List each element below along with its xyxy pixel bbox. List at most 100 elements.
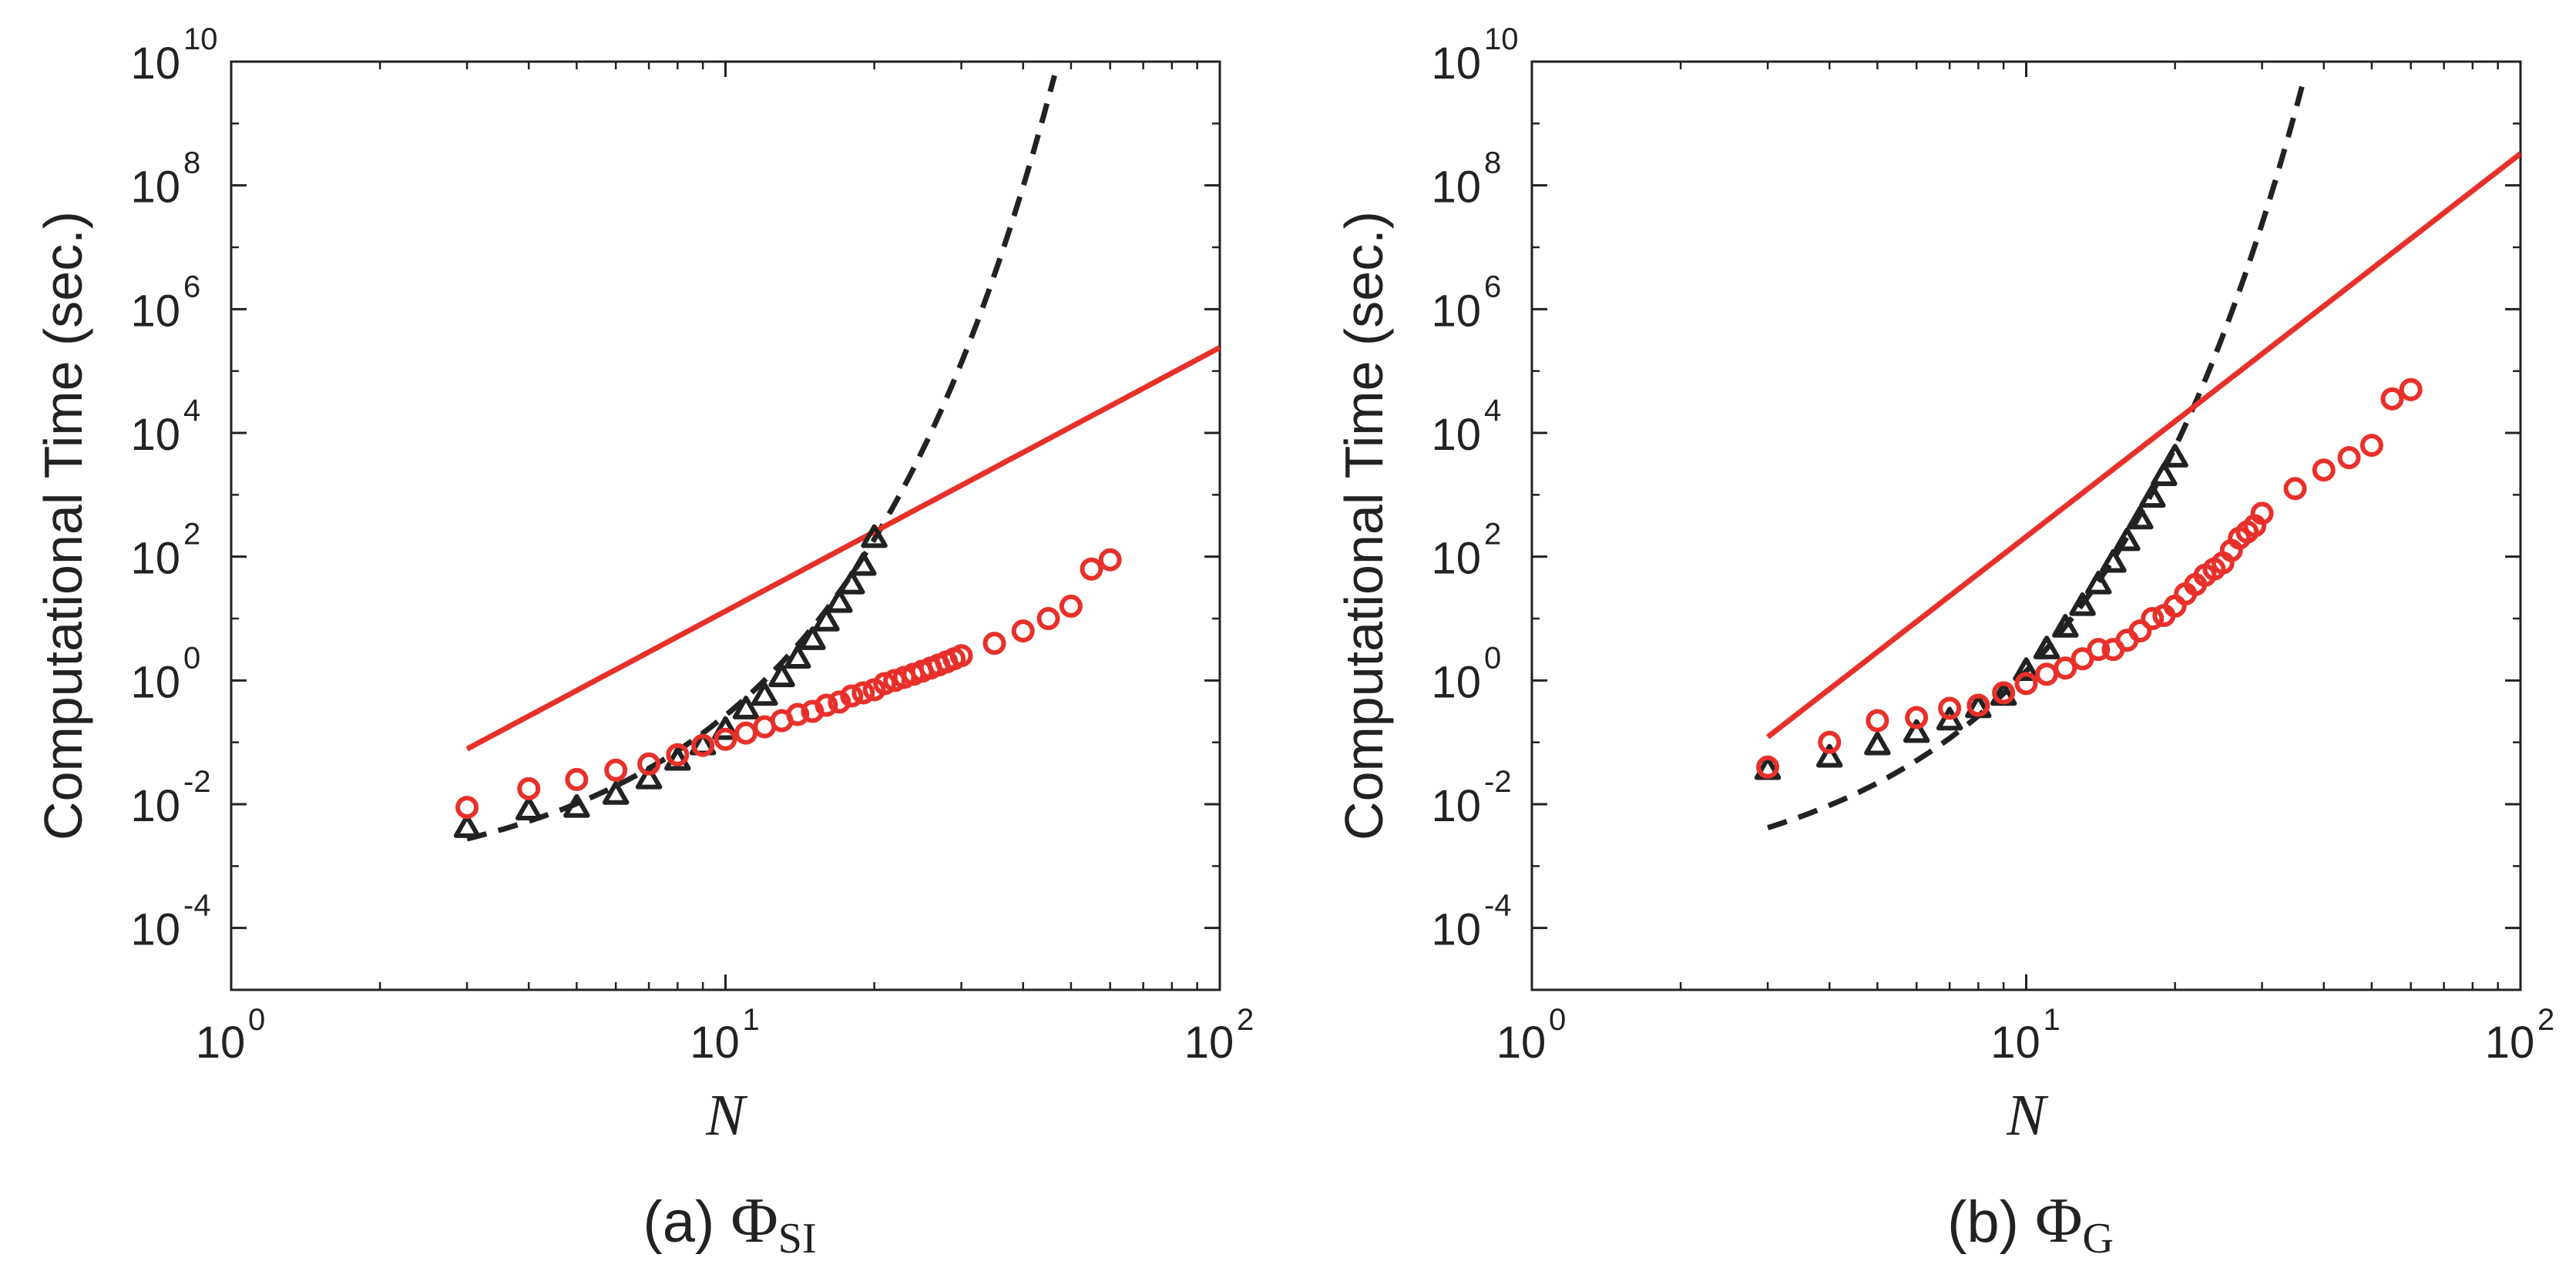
triangles-series (1754, 444, 2188, 780)
triangle-point (2033, 636, 2060, 659)
triangle-point (2013, 657, 2040, 682)
circle-point (517, 776, 541, 800)
circle-point (691, 733, 715, 757)
y-minor-ticks (1532, 60, 2521, 991)
triangle-point (1936, 706, 1963, 731)
y-tick-label: 10 (130, 286, 180, 336)
circle-point (565, 767, 589, 791)
x-tick-exponent: 0 (1549, 1003, 1566, 1037)
triangle-point (2100, 548, 2127, 573)
circle-point (2087, 638, 2111, 662)
triangle-point (2069, 592, 2096, 616)
circle-point (786, 703, 810, 726)
triangle-point (799, 626, 826, 650)
y-tick-exponent: 8 (1484, 146, 1501, 180)
y-tick-exponent: -2 (183, 765, 211, 799)
circle-point (840, 684, 864, 708)
y-tick-label: 10 (130, 905, 180, 955)
triangle-point (515, 797, 542, 820)
plot-frame (1530, 60, 2522, 991)
circle-point (2312, 458, 2336, 482)
plot-frame (230, 60, 1221, 991)
triangle-point (2084, 570, 2112, 595)
triangle-point (813, 608, 840, 632)
triangle-point (453, 814, 481, 838)
y-tick-exponent: 0 (183, 641, 200, 675)
circle-point (2283, 477, 2307, 501)
fit-lines (1765, 75, 2521, 830)
x-tick-label: 10 (196, 1018, 246, 1068)
x-tick-exponent: 2 (2537, 1003, 2554, 1037)
x-tick-label: 10 (1496, 1018, 1547, 1068)
power-law-fit-line (1765, 151, 2521, 739)
y-tick-exponent: 4 (183, 394, 200, 428)
y-tick-label: 10 (1431, 39, 1481, 89)
y-tick-label: 10 (130, 410, 180, 460)
y-tick-exponent: -4 (183, 889, 211, 923)
x-axis-label: N (2006, 1083, 2049, 1148)
circle-point (2359, 434, 2383, 458)
triangle-point (838, 570, 865, 595)
circles-series (455, 548, 1122, 820)
y-tick-exponent: 6 (183, 270, 200, 304)
circle-point (637, 752, 661, 776)
triangle-point (602, 781, 630, 805)
triangle-point (1815, 743, 1843, 768)
circle-point (873, 672, 897, 696)
circle-point (1966, 693, 1990, 717)
circle-point (1059, 594, 1083, 618)
circle-point (2054, 656, 2077, 680)
y-tick-label: 10 (1431, 781, 1481, 831)
circle-point (666, 743, 690, 766)
circle-point (734, 721, 758, 745)
y-tick-exponent: -4 (1484, 889, 1512, 923)
x-tick-label: 10 (1184, 1018, 1234, 1068)
triangle-point (2127, 505, 2154, 530)
triangle-point (2052, 614, 2079, 638)
y-axis-label: Computational Time (sec.) (33, 211, 93, 840)
circle-point (2380, 387, 2404, 411)
panel-caption: (b) ΦG (1947, 1185, 2114, 1261)
triangle-point (2139, 484, 2166, 508)
circle-point (1818, 730, 1842, 754)
y-tick-exponent: 2 (1484, 518, 1501, 552)
y-tick-label: 10 (130, 657, 180, 707)
x-tick-exponent: 2 (1237, 1003, 1254, 1037)
y-tick-label: 10 (1431, 905, 1481, 955)
x-axis-label: N (705, 1083, 748, 1148)
triangle-point (2114, 527, 2141, 552)
y-tick-label: 10 (1431, 410, 1481, 460)
circle-point (814, 693, 838, 717)
power-law-fit-line (465, 345, 1220, 752)
circle-point (949, 644, 973, 668)
circle-point (1905, 706, 1929, 729)
circle-point (2250, 501, 2274, 525)
y-tick-exponent: 6 (1484, 270, 1501, 304)
y-tick-exponent: 8 (183, 146, 200, 180)
triangle-point (635, 765, 663, 790)
triangle-point (2161, 444, 2188, 468)
y-tick-exponent: 10 (1484, 22, 1519, 56)
circle-point (1036, 607, 1060, 630)
circle-point (982, 632, 1006, 656)
circle-point (2035, 662, 2059, 686)
circle-point (1098, 548, 1122, 572)
x-tick-label: 10 (1990, 1018, 2040, 1068)
triangle-point (1864, 731, 1891, 756)
y-tick-label: 10 (130, 534, 180, 584)
y-tick-label: 10 (1431, 163, 1481, 213)
y-tick-label: 10 (1431, 286, 1481, 336)
circle-point (1938, 696, 1962, 720)
y-tick-exponent: -2 (1484, 765, 1512, 799)
triangle-point (563, 793, 590, 818)
circle-point (828, 690, 851, 714)
triangle-point (826, 589, 853, 613)
circle-point (851, 681, 875, 705)
triangle-point (732, 696, 760, 719)
circle-point (2337, 446, 2361, 470)
y-tick-exponent: 10 (183, 22, 218, 56)
y-tick-label: 10 (130, 39, 180, 89)
circle-point (2141, 607, 2165, 630)
